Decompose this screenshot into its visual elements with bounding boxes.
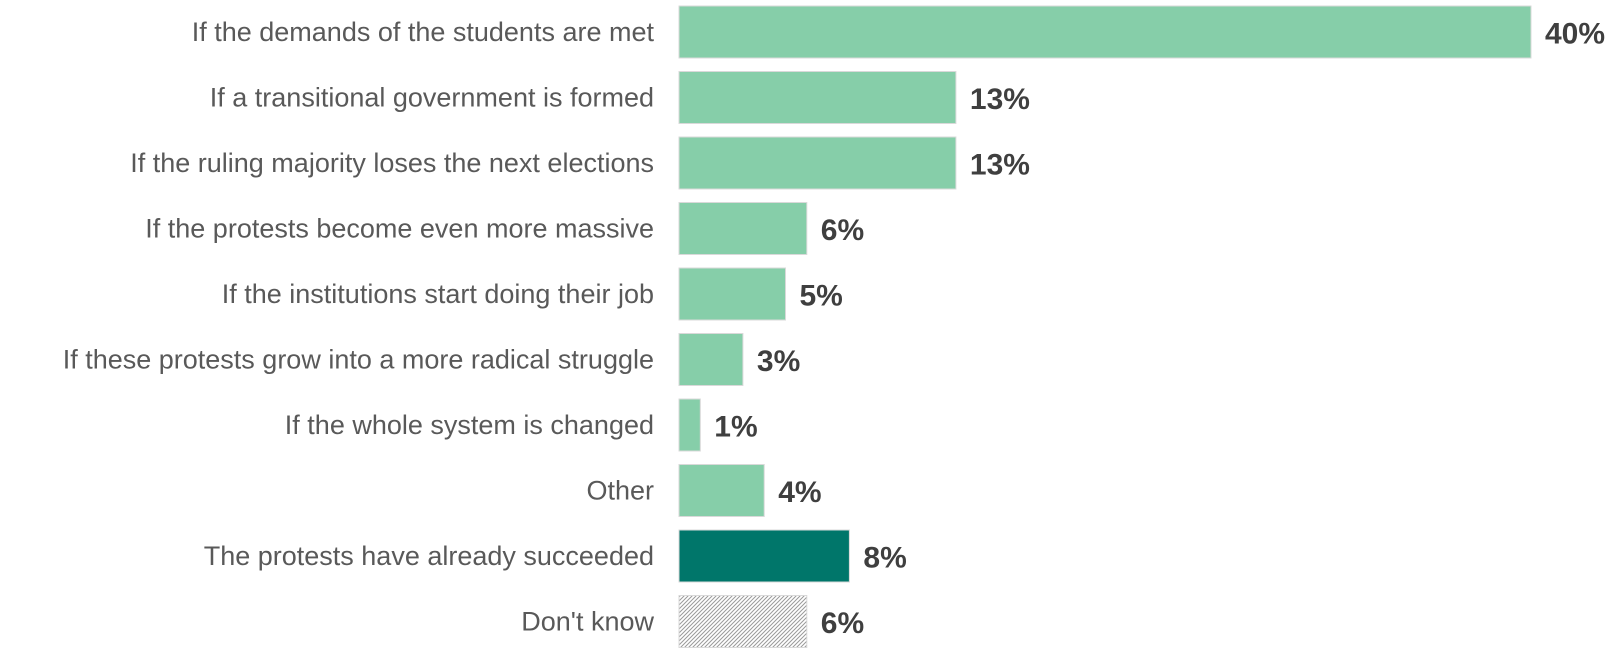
bar-if-these-protests-grow-into-a-more-radical-struggle: [678, 333, 744, 386]
category-label-if-the-demands-of-the-students-are-met: If the demands of the students are met: [192, 17, 655, 47]
category-label-if-the-protests-become-even-more-massive: If the protests become even more massive: [145, 214, 654, 244]
value-label-if-the-whole-system-is-changed: 1%: [714, 411, 757, 444]
category-label-if-these-protests-grow-into-a-more-radical-struggle: If these protests grow into a more radic…: [63, 345, 654, 375]
bar-if-the-protests-become-even-more-massive: [678, 202, 808, 255]
bars-layer: If the demands of the students are met 40…: [63, 5, 1605, 648]
value-label-if-the-protests-become-even-more-massive: 6%: [821, 214, 864, 247]
value-label-other: 4%: [778, 476, 821, 509]
bar-if-the-whole-system-is-changed: [678, 398, 701, 452]
category-label-if-a-transitional-government-is-formed: If a transitional government is formed: [210, 83, 654, 113]
bar-if-the-ruling-majority-loses-the-next-elections: [678, 136, 957, 190]
bar-if-the-demands-of-the-students-are-met: [678, 5, 1532, 59]
bar-if-the-institutions-start-doing-their-job: [678, 267, 786, 321]
category-label-the-protests-have-already-succeeded: The protests have already succeeded: [204, 541, 654, 571]
value-label-don-t-know: 6%: [821, 607, 864, 640]
category-label-if-the-whole-system-is-changed: If the whole system is changed: [285, 410, 654, 440]
bar-the-protests-have-already-succeeded: [678, 529, 850, 583]
category-label-if-the-institutions-start-doing-their-job: If the institutions start doing their jo…: [222, 279, 654, 309]
bar-if-a-transitional-government-is-formed: [678, 71, 957, 124]
value-label-the-protests-have-already-succeeded: 8%: [863, 542, 906, 575]
value-label-if-the-demands-of-the-students-are-met: 40%: [1545, 18, 1605, 51]
category-label-if-the-ruling-majority-loses-the-next-elections: If the ruling majority loses the next el…: [130, 148, 654, 178]
bar-don-t-know: [678, 595, 808, 648]
category-label-don-t-know: Don't know: [521, 607, 654, 637]
value-label-if-a-transitional-government-is-formed: 13%: [970, 83, 1030, 116]
value-label-if-the-ruling-majority-loses-the-next-elections: 13%: [970, 149, 1030, 182]
value-label-if-these-protests-grow-into-a-more-radical-struggle: 3%: [757, 345, 800, 378]
bar-other: [678, 464, 765, 517]
category-label-other: Other: [586, 476, 654, 506]
value-label-if-the-institutions-start-doing-their-job: 5%: [800, 280, 843, 313]
